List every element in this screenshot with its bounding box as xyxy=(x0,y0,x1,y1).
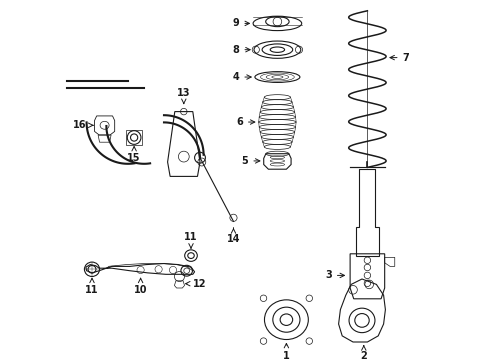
Text: 9: 9 xyxy=(233,18,249,28)
Text: 10: 10 xyxy=(134,278,147,295)
Text: 8: 8 xyxy=(233,45,250,55)
Bar xyxy=(126,130,142,145)
Text: 14: 14 xyxy=(227,228,240,244)
Text: 7: 7 xyxy=(390,53,409,63)
Text: 4: 4 xyxy=(233,72,251,82)
Text: 6: 6 xyxy=(236,117,255,127)
Text: 11: 11 xyxy=(85,278,99,295)
Text: 3: 3 xyxy=(325,270,344,280)
Text: 12: 12 xyxy=(186,279,206,289)
Text: 16: 16 xyxy=(74,120,93,130)
Text: 5: 5 xyxy=(242,156,260,166)
Text: 1: 1 xyxy=(283,343,290,360)
Text: 11: 11 xyxy=(184,232,198,248)
Text: 15: 15 xyxy=(127,147,141,163)
Text: 2: 2 xyxy=(361,346,367,360)
Text: 13: 13 xyxy=(177,88,191,104)
